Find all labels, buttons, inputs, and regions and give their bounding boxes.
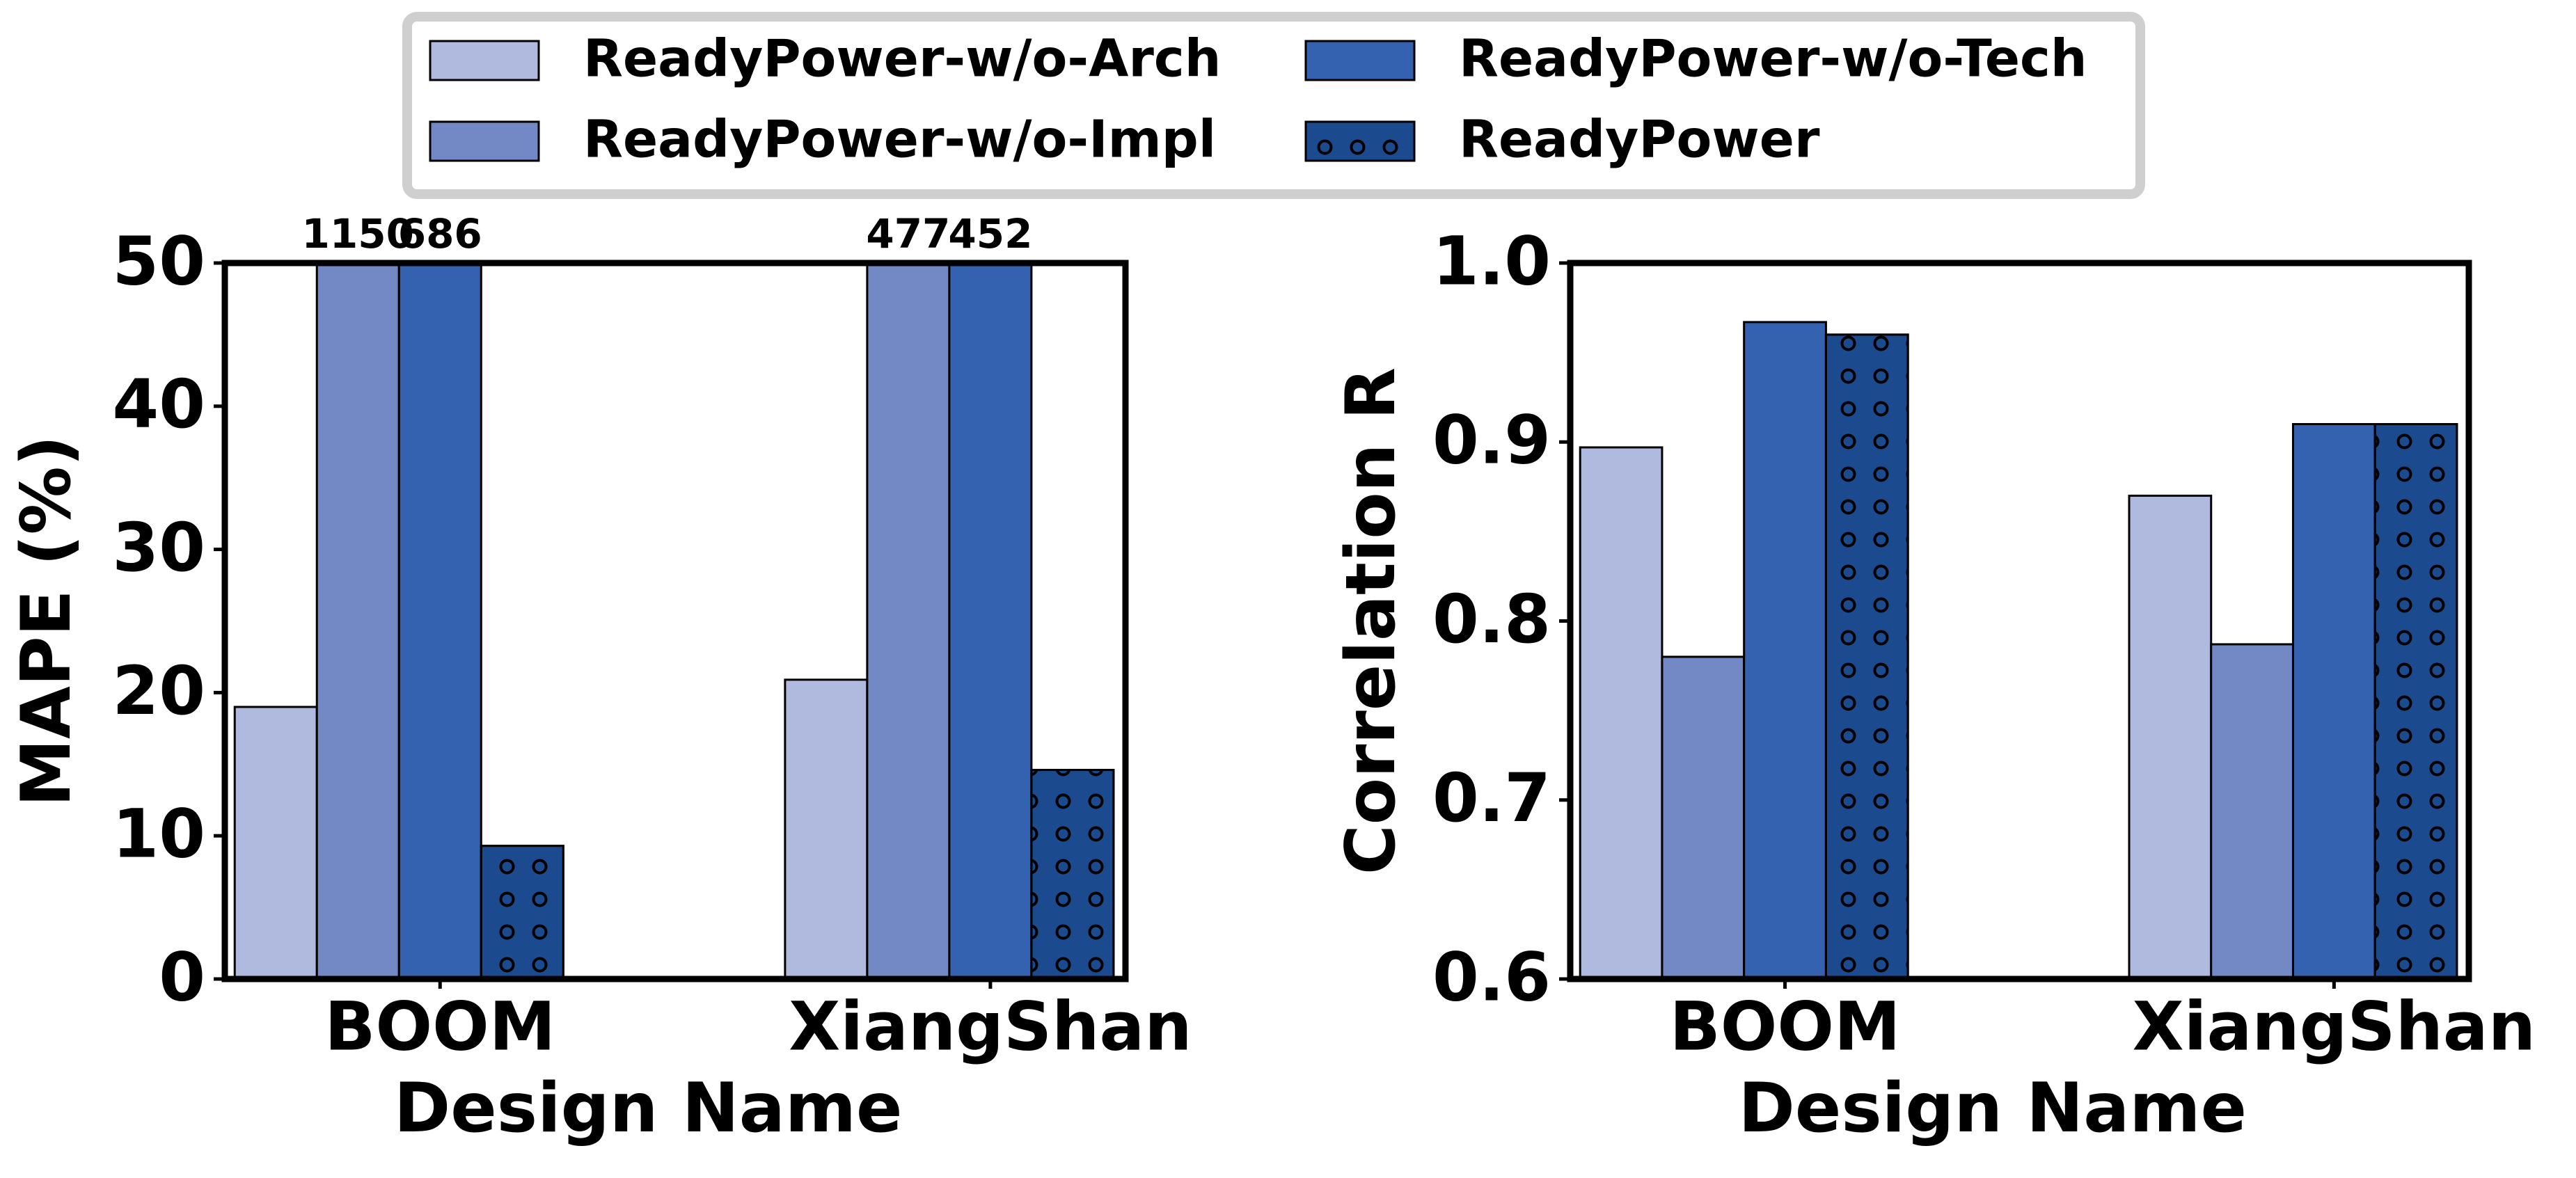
x-tick-label: BOOM <box>324 987 555 1065</box>
x-axis-label: Design Name <box>394 1069 903 1148</box>
y-tick-label: 10 <box>112 795 205 873</box>
bar <box>866 263 951 979</box>
y-tick-label: 40 <box>112 365 205 443</box>
y-axis-label: Correlation R <box>1332 367 1411 875</box>
bar <box>397 263 482 979</box>
y-tick-label: 0.7 <box>1432 759 1551 837</box>
bar <box>2291 423 2376 979</box>
legend-swatch-hatch <box>1304 120 1416 162</box>
bar <box>1661 655 1746 979</box>
bar <box>233 706 318 979</box>
bar <box>315 263 400 979</box>
y-tick-label: 0.6 <box>1432 938 1551 1016</box>
plot-frame <box>1567 260 2472 982</box>
bar-hatch <box>1824 333 1909 979</box>
bar <box>2128 494 2213 979</box>
x-axis-label: Design Name <box>1739 1069 2247 1148</box>
value-label: 686 <box>398 210 482 257</box>
plot-frame <box>221 260 1129 982</box>
bar <box>948 263 1033 979</box>
legend-box <box>402 12 2145 199</box>
y-tick-label: 50 <box>112 222 205 300</box>
bar <box>784 678 869 979</box>
y-axis-label: MAPE (%) <box>7 435 86 806</box>
legend-label: ReadyPower-w/o-Impl <box>583 110 1216 170</box>
y-tick-label: 30 <box>112 509 205 587</box>
bar <box>2210 643 2294 979</box>
legend-label: ReadyPower <box>1459 110 1820 170</box>
y-tick-label: 0.8 <box>1432 580 1551 658</box>
bar <box>1743 321 1827 979</box>
x-tick-label: XiangShan <box>789 987 1192 1065</box>
y-tick-label: 20 <box>112 652 205 730</box>
value-label: 452 <box>948 210 1032 257</box>
y-tick-label: 0.9 <box>1432 401 1551 479</box>
bar <box>1579 446 1664 979</box>
y-tick-label: 0 <box>159 938 205 1016</box>
legend-swatch <box>429 40 540 81</box>
legend-swatch <box>429 120 540 162</box>
x-tick-label: XiangShan <box>2133 987 2536 1065</box>
value-label: 477 <box>866 210 950 257</box>
legend-label: ReadyPower-w/o-Tech <box>1459 29 2087 89</box>
y-tick-label: 1.0 <box>1432 222 1551 300</box>
bar-hatch <box>1030 769 1115 979</box>
bar-hatch <box>2373 423 2458 979</box>
bar-hatch <box>480 845 564 979</box>
value-label: 1150 <box>302 210 414 257</box>
legend-label: ReadyPower-w/o-Arch <box>583 29 1221 89</box>
legend-swatch <box>1304 40 1416 81</box>
x-tick-label: BOOM <box>1670 987 1901 1065</box>
